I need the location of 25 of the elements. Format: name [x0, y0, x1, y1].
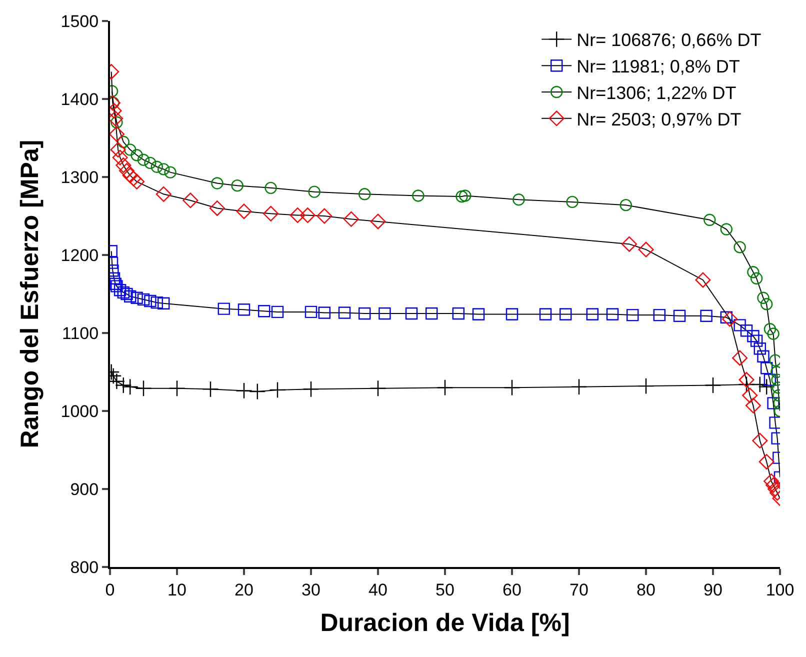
x-axis-title: Duracion de Vida [%]	[320, 608, 570, 637]
legend-label: Nr= 2503; 0,97% DT	[576, 109, 742, 130]
x-tick-label: 90	[704, 580, 722, 600]
y-tick-label: 1200	[60, 246, 99, 265]
y-tick-label: 1300	[60, 168, 99, 187]
x-tick-label: 0	[105, 580, 115, 600]
y-tick-label: 1000	[60, 402, 99, 421]
x-tick-label: 70	[570, 580, 588, 600]
x-tick-label: 40	[368, 580, 388, 600]
x-tick-label: 60	[502, 580, 522, 600]
x-tick-label: 50	[436, 580, 454, 600]
y-tick-label: 1400	[60, 90, 99, 109]
y-tick-label: 800	[70, 558, 99, 577]
y-tick-label: 900	[70, 480, 99, 499]
x-tick-label: 30	[302, 580, 320, 600]
x-tick-label: 20	[234, 580, 254, 600]
y-tick-label: 1500	[60, 12, 99, 31]
legend-label: Nr=1306; 1,22% DT	[576, 83, 736, 104]
y-axis-title: Rango del Esfuerzo [MPa]	[16, 140, 44, 448]
x-tick-label: 100	[766, 580, 794, 600]
legend-label: Nr= 11981; 0,8% DT	[576, 56, 740, 77]
x-tick-label: 10	[168, 580, 186, 600]
x-tick-label: 80	[636, 580, 656, 600]
y-tick-label: 1100	[62, 324, 99, 343]
legend-label: Nr= 106876; 0,66% DT	[576, 30, 762, 50]
